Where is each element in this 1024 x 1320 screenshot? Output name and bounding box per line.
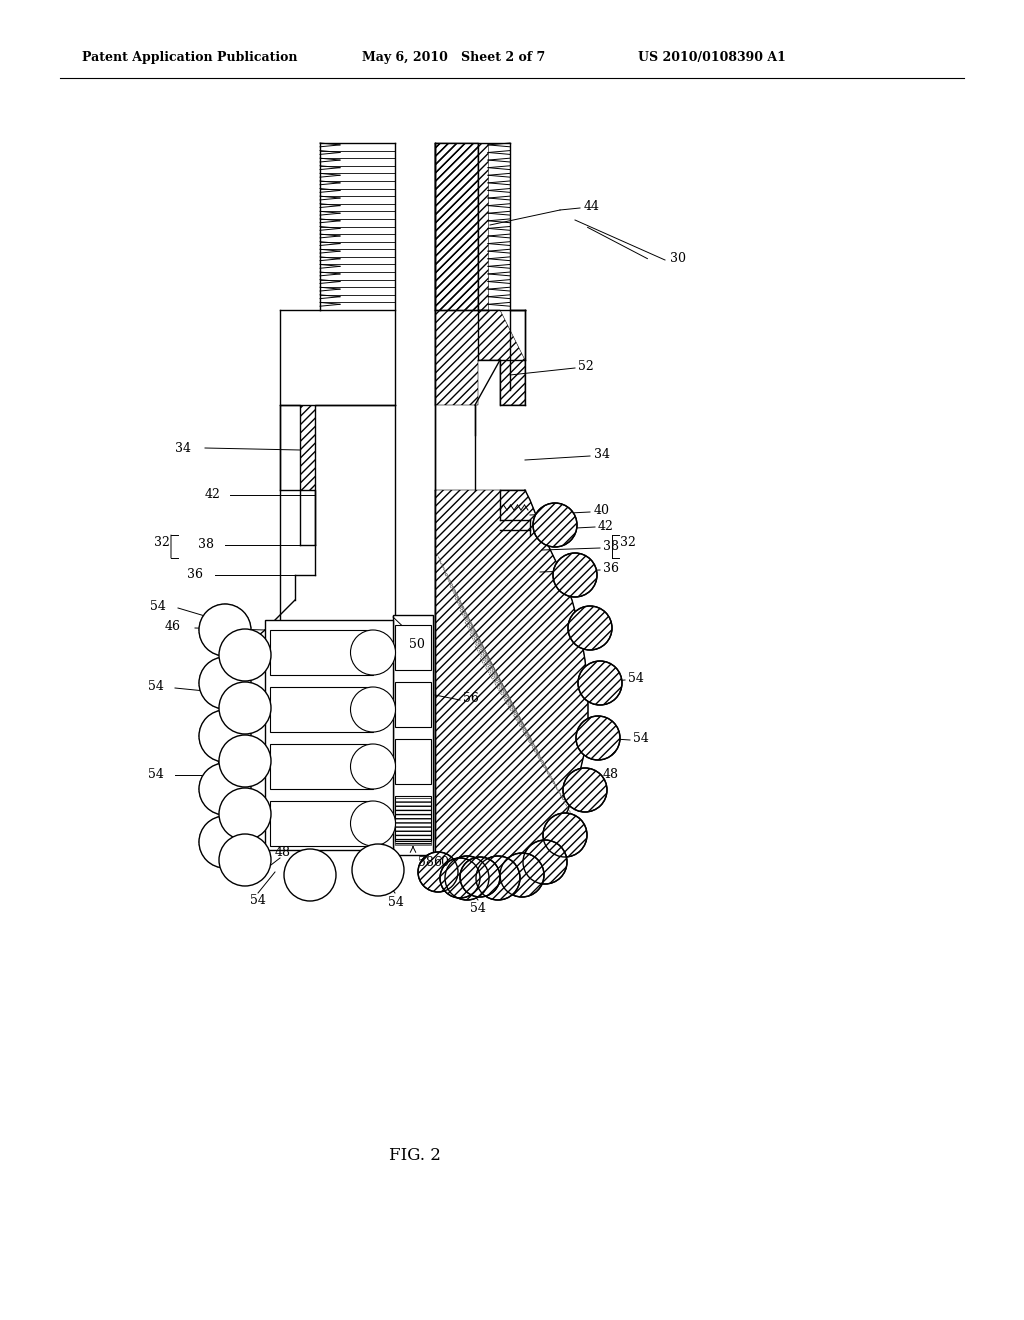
Circle shape <box>199 657 251 709</box>
Circle shape <box>219 630 271 681</box>
Bar <box>395 624 431 671</box>
Text: 36: 36 <box>603 562 618 576</box>
Circle shape <box>568 606 612 649</box>
Circle shape <box>418 851 458 892</box>
Text: 38: 38 <box>198 539 214 552</box>
Circle shape <box>199 605 251 656</box>
Circle shape <box>534 503 577 546</box>
Text: 44: 44 <box>584 201 600 214</box>
Bar <box>270 686 373 733</box>
Circle shape <box>350 744 395 789</box>
Text: 42: 42 <box>205 488 221 502</box>
Text: 32: 32 <box>620 536 636 549</box>
Circle shape <box>219 735 271 787</box>
Text: 54: 54 <box>148 767 164 780</box>
Text: 54: 54 <box>148 681 164 693</box>
Circle shape <box>219 834 271 886</box>
Bar <box>393 615 433 855</box>
Text: 58: 58 <box>418 855 434 869</box>
Circle shape <box>575 715 620 760</box>
Circle shape <box>553 553 597 597</box>
Text: 60: 60 <box>433 855 449 869</box>
Text: 34: 34 <box>175 441 191 454</box>
Bar <box>395 682 431 727</box>
Text: 30: 30 <box>670 252 686 264</box>
Text: 34: 34 <box>594 449 610 462</box>
Circle shape <box>350 801 395 846</box>
Text: 54: 54 <box>628 672 644 685</box>
Circle shape <box>523 840 567 884</box>
Circle shape <box>460 857 500 898</box>
Text: 54: 54 <box>633 733 649 746</box>
Circle shape <box>199 763 251 814</box>
Text: 48: 48 <box>603 767 618 780</box>
Text: 54: 54 <box>250 894 266 907</box>
Bar <box>270 801 373 846</box>
Circle shape <box>476 855 520 900</box>
Text: 54: 54 <box>388 895 403 908</box>
Text: US 2010/0108390 A1: US 2010/0108390 A1 <box>638 51 785 65</box>
Circle shape <box>352 843 404 896</box>
Text: 56: 56 <box>463 693 479 705</box>
Circle shape <box>578 661 622 705</box>
Text: Patent Application Publication: Patent Application Publication <box>82 51 298 65</box>
Text: 50: 50 <box>409 639 425 652</box>
Text: 48: 48 <box>275 846 291 859</box>
Text: 52: 52 <box>578 360 594 374</box>
Text: 40: 40 <box>594 504 610 517</box>
Circle shape <box>199 710 251 762</box>
Circle shape <box>350 686 395 733</box>
Bar <box>270 744 373 789</box>
Circle shape <box>199 816 251 869</box>
Circle shape <box>219 682 271 734</box>
Text: FIG. 2: FIG. 2 <box>389 1147 441 1163</box>
Text: 36: 36 <box>187 569 203 582</box>
Circle shape <box>440 858 480 898</box>
Circle shape <box>543 813 587 857</box>
Text: 54: 54 <box>150 599 166 612</box>
Text: 54: 54 <box>470 902 485 915</box>
Circle shape <box>445 855 489 900</box>
Text: 38: 38 <box>603 540 618 553</box>
Bar <box>395 796 431 841</box>
Circle shape <box>284 849 336 902</box>
Text: May 6, 2010   Sheet 2 of 7: May 6, 2010 Sheet 2 of 7 <box>362 51 545 65</box>
Text: 46: 46 <box>165 620 181 634</box>
Text: 42: 42 <box>598 520 613 532</box>
Bar <box>270 630 373 675</box>
Circle shape <box>563 768 607 812</box>
Text: 32: 32 <box>154 536 170 549</box>
Circle shape <box>350 630 395 675</box>
Circle shape <box>219 788 271 840</box>
Bar <box>395 739 431 784</box>
Bar <box>265 620 393 850</box>
Circle shape <box>500 853 544 898</box>
